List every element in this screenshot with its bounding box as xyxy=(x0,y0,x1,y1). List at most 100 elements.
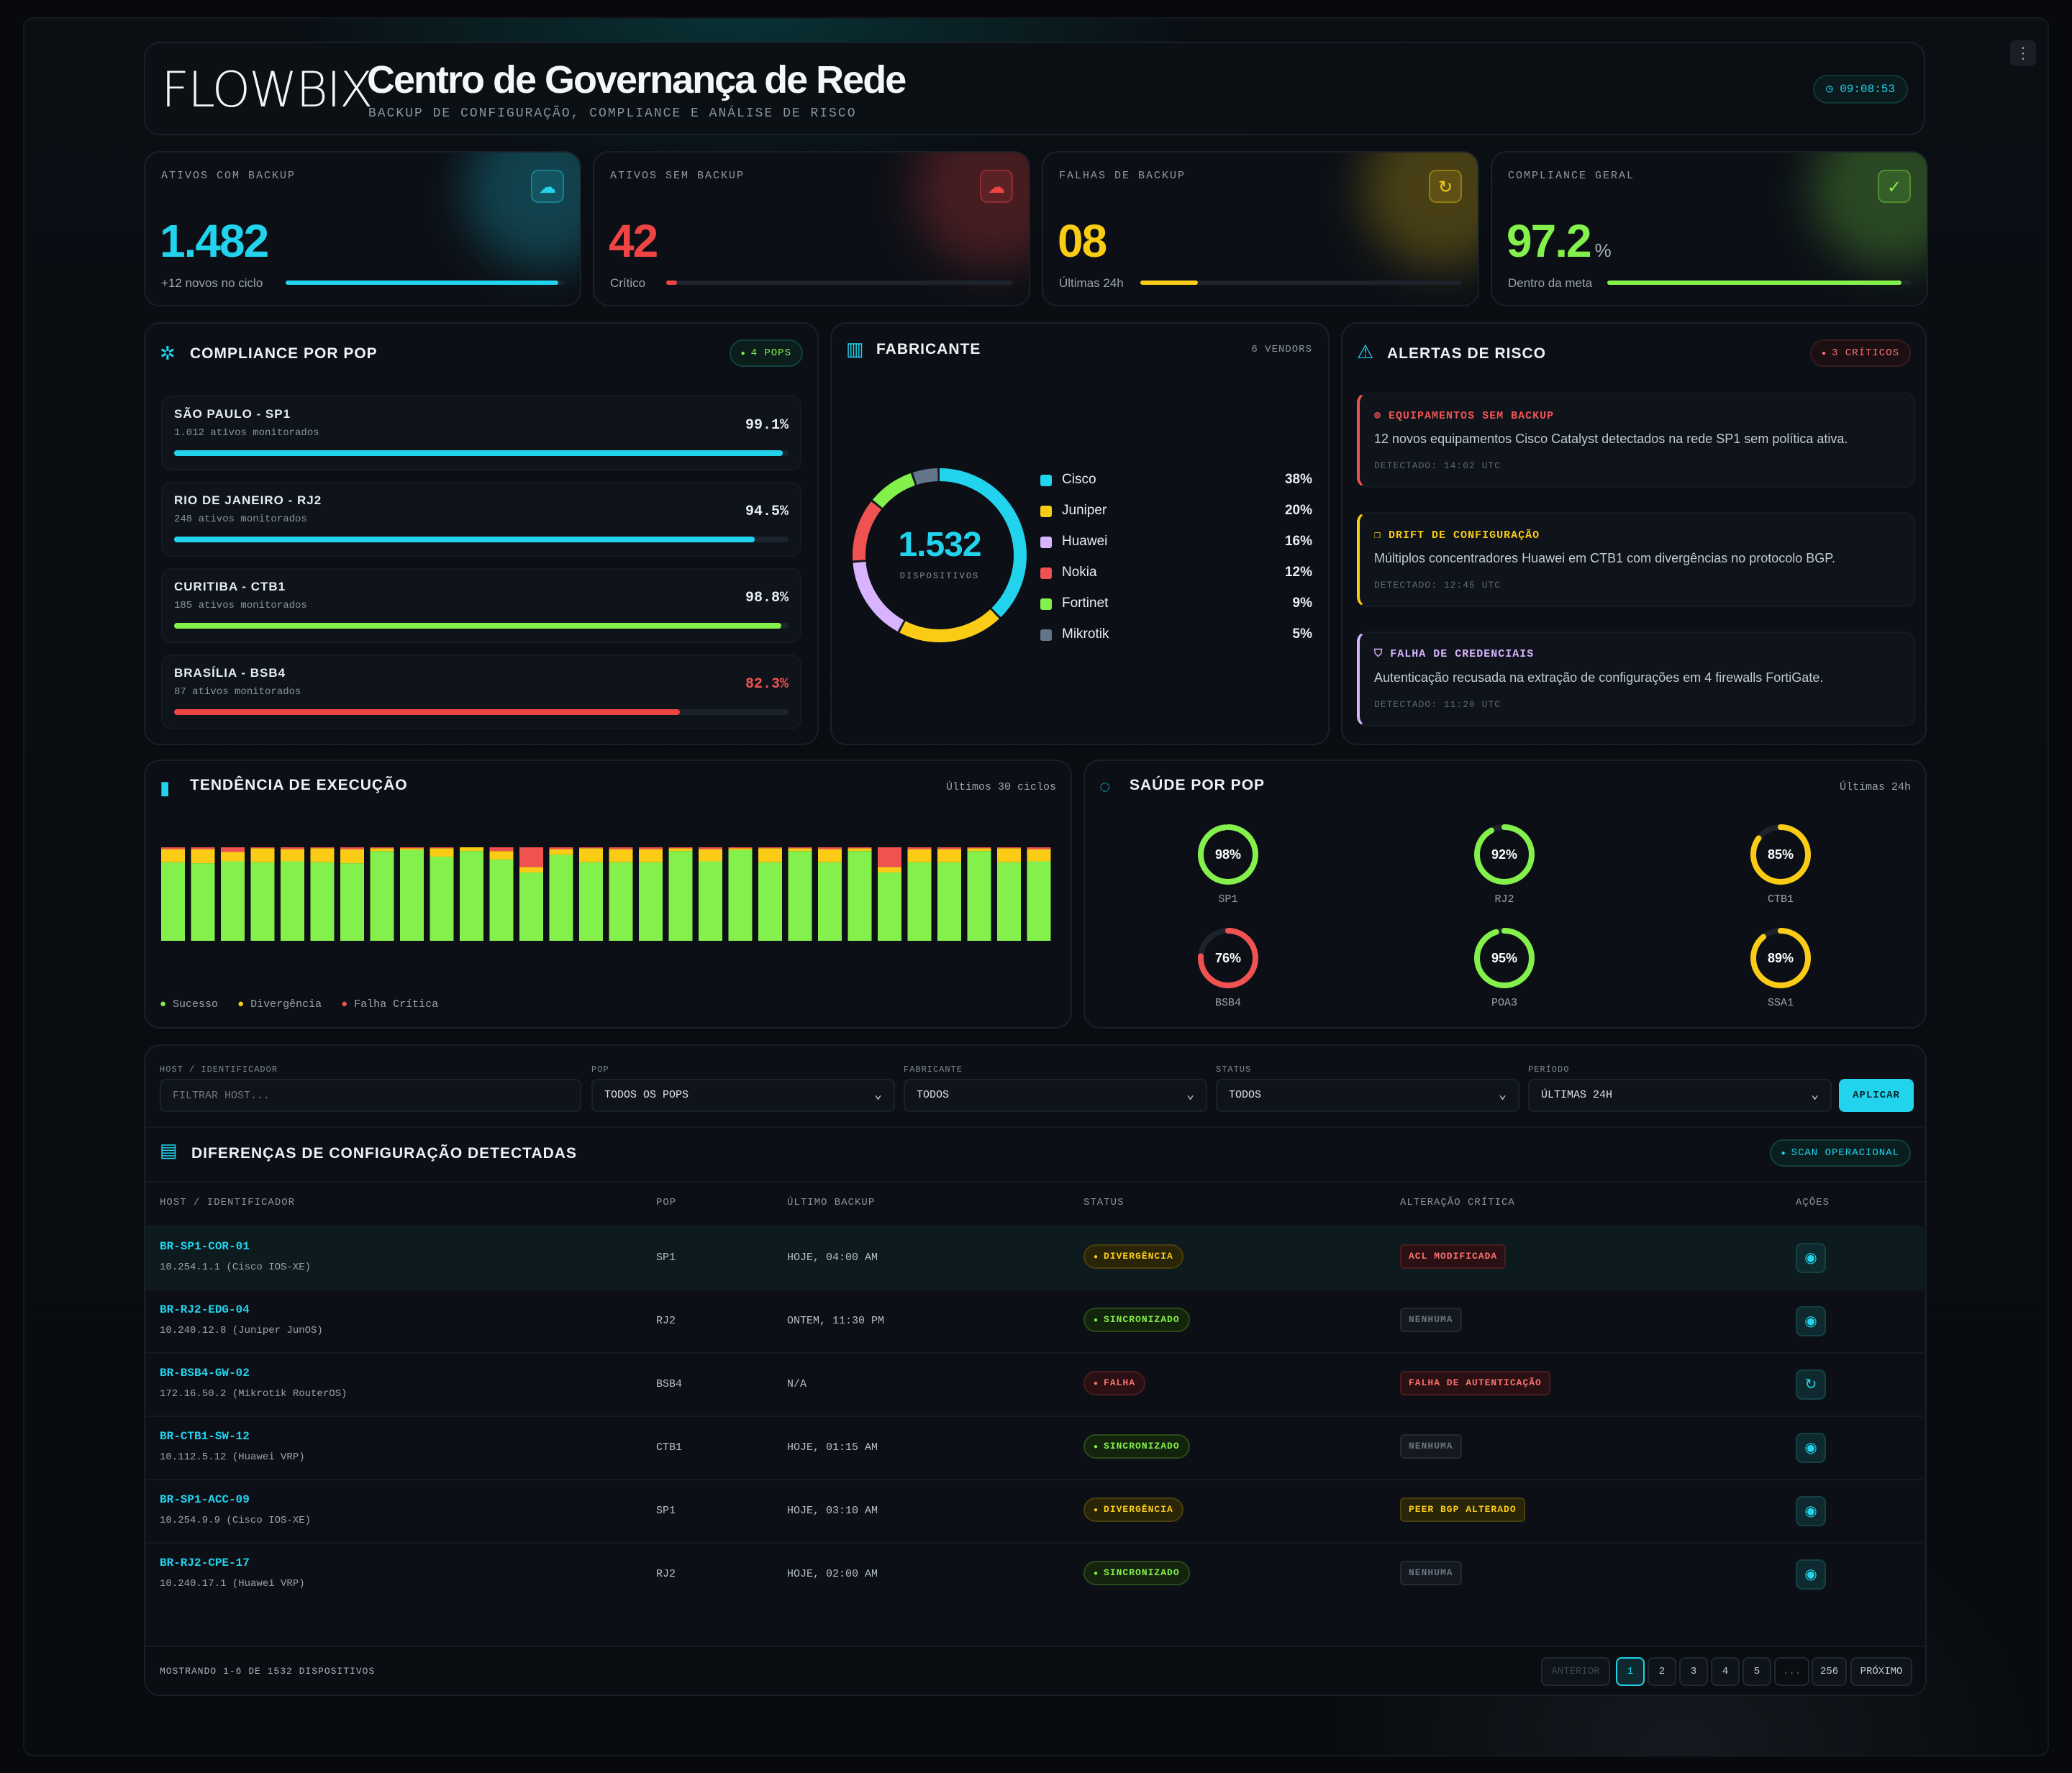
trend-bar-success[interactable] xyxy=(609,862,633,941)
trend-bar-success[interactable] xyxy=(818,862,842,941)
trend-bar-divergence[interactable] xyxy=(519,867,543,873)
trend-bar-divergence[interactable] xyxy=(668,848,693,852)
trend-bar-fail[interactable] xyxy=(489,847,514,852)
donut-slice-cisco[interactable] xyxy=(853,468,1027,642)
trend-bar-fail[interactable] xyxy=(848,847,872,849)
trend-bar-divergence[interactable] xyxy=(460,847,483,852)
eye-icon[interactable]: ◉ xyxy=(1796,1243,1826,1273)
trend-bar-divergence[interactable] xyxy=(191,849,215,864)
trend-bar-divergence[interactable] xyxy=(1027,849,1051,862)
table-row[interactable]: BR-SP1-ACC-09 10.254.9.9 (Cisco IOS-XE) SP… xyxy=(145,1479,1924,1542)
page-button[interactable]: 256 xyxy=(1812,1657,1848,1686)
trend-bar-divergence[interactable] xyxy=(818,849,842,862)
retry-icon[interactable]: ↻ xyxy=(1796,1369,1826,1400)
trend-bar-success[interactable] xyxy=(788,851,812,941)
vendor-filter-select[interactable]: TODOS ⌄ xyxy=(904,1079,1207,1112)
trend-bar-divergence[interactable] xyxy=(878,867,901,873)
trend-bar-fail[interactable] xyxy=(430,847,454,849)
host-name[interactable]: BR-SP1-ACC-09 xyxy=(160,1493,250,1506)
host-name[interactable]: BR-CTB1-SW-12 xyxy=(160,1430,250,1443)
trend-bar-fail[interactable] xyxy=(907,847,932,849)
status-filter-select[interactable]: TODOS ⌄ xyxy=(1216,1079,1519,1112)
donut-slice-nokia[interactable] xyxy=(853,468,1027,642)
trend-bar-divergence[interactable] xyxy=(340,849,364,864)
trend-bar-fail[interactable] xyxy=(250,847,275,849)
prev-page-button[interactable]: ANTERIOR xyxy=(1541,1657,1610,1686)
trend-bar-divergence[interactable] xyxy=(489,851,514,860)
trend-bar-success[interactable] xyxy=(161,862,185,941)
trend-bar-success[interactable] xyxy=(668,851,693,941)
trend-bar-divergence[interactable] xyxy=(997,848,1021,862)
health-gauge-ssa1[interactable]: 89% xyxy=(1748,925,1814,991)
trend-bar-fail[interactable] xyxy=(699,847,722,849)
trend-bar-success[interactable] xyxy=(340,863,364,941)
trend-bar-divergence[interactable] xyxy=(728,848,753,850)
alert-item[interactable]: ⛉ FALHA DE CREDENCIAIS Autenticação recus… xyxy=(1357,632,1915,726)
trend-bar-success[interactable] xyxy=(1027,861,1051,942)
trend-bar-success[interactable] xyxy=(281,861,304,942)
table-row[interactable]: BR-RJ2-CPE-17 10.240.17.1 (Huawei VRP) RJ2… xyxy=(145,1542,1924,1605)
trend-bar-fail[interactable] xyxy=(1027,847,1051,849)
trend-bar-success[interactable] xyxy=(370,851,394,941)
trend-bar-fail[interactable] xyxy=(310,847,335,849)
trend-bar-success[interactable] xyxy=(400,849,424,941)
trend-bar-divergence[interactable] xyxy=(579,848,603,862)
trend-bar-divergence[interactable] xyxy=(161,849,185,862)
trend-bar-fail[interactable] xyxy=(967,847,991,849)
trend-bar-fail[interactable] xyxy=(400,847,424,849)
period-filter-select[interactable]: ÚLTIMAS 24H ⌄ xyxy=(1528,1079,1832,1112)
trend-bar-success[interactable] xyxy=(221,861,245,942)
trend-bar-fail[interactable] xyxy=(161,847,185,849)
more-options-icon[interactable]: ⋮ xyxy=(2010,40,2036,66)
trend-bar-divergence[interactable] xyxy=(549,849,573,855)
trend-bar-divergence[interactable] xyxy=(639,849,663,862)
trend-bar-fail[interactable] xyxy=(370,847,394,849)
trend-bar-success[interactable] xyxy=(848,851,872,941)
host-filter-input[interactable] xyxy=(160,1079,581,1112)
pop-row[interactable]: CURITIBA - CTB1 185 ativos monitorados 98.… xyxy=(161,568,801,643)
trend-bar-fail[interactable] xyxy=(549,847,573,849)
trend-bar-divergence[interactable] xyxy=(281,849,304,862)
trend-bar-divergence[interactable] xyxy=(937,849,961,862)
trend-bar-divergence[interactable] xyxy=(848,848,872,852)
trend-bar-fail[interactable] xyxy=(221,847,245,852)
pop-row[interactable]: RIO DE JANEIRO - RJ2 248 ativos monitorad… xyxy=(161,482,801,557)
trend-bar-success[interactable] xyxy=(758,862,782,941)
trend-bar-divergence[interactable] xyxy=(400,848,424,850)
col-host[interactable]: HOST / IDENTIFICADOR xyxy=(160,1197,296,1208)
trend-bar-fail[interactable] xyxy=(191,847,215,849)
trend-bar-fail[interactable] xyxy=(788,847,812,849)
page-button[interactable]: 3 xyxy=(1679,1657,1708,1686)
table-row[interactable]: BR-SP1-COR-01 10.254.1.1 (Cisco IOS-XE) SP… xyxy=(145,1226,1924,1289)
page-button[interactable]: 2 xyxy=(1648,1657,1676,1686)
pop-filter-select[interactable]: TODOS OS POPS ⌄ xyxy=(591,1079,895,1112)
col-last-backup[interactable]: ÚLTIMO BACKUP xyxy=(787,1197,876,1208)
trend-bar-success[interactable] xyxy=(967,851,991,941)
page-button[interactable]: 4 xyxy=(1711,1657,1740,1686)
trend-bar-fail[interactable] xyxy=(818,847,842,849)
pop-row[interactable]: BRASÍLIA - BSB4 87 ativos monitorados 82.3… xyxy=(161,655,801,729)
health-gauge-sp1[interactable]: 98% xyxy=(1195,821,1261,888)
trend-bar-divergence[interactable] xyxy=(221,852,245,862)
trend-bar-success[interactable] xyxy=(191,863,215,941)
trend-bar-fail[interactable] xyxy=(728,847,753,849)
trend-bar-fail[interactable] xyxy=(937,847,961,849)
host-name[interactable]: BR-RJ2-CPE-17 xyxy=(160,1556,250,1569)
trend-bar-success[interactable] xyxy=(728,849,753,941)
trend-bar-divergence[interactable] xyxy=(250,848,275,862)
page-button[interactable]: 5 xyxy=(1742,1657,1771,1686)
trend-bar-fail[interactable] xyxy=(997,847,1021,849)
host-name[interactable]: BR-RJ2-EDG-04 xyxy=(160,1303,250,1316)
trend-bar-divergence[interactable] xyxy=(758,848,782,862)
donut-slice-juniper[interactable] xyxy=(853,468,1027,642)
trend-bar-fail[interactable] xyxy=(579,847,603,849)
col-critical-change[interactable]: ALTERAÇÃO CRÍTICA xyxy=(1400,1197,1515,1208)
trend-bar-success[interactable] xyxy=(310,862,335,941)
trend-bar-success[interactable] xyxy=(579,862,603,941)
trend-bar-divergence[interactable] xyxy=(788,848,812,852)
host-name[interactable]: BR-SP1-COR-01 xyxy=(160,1240,250,1253)
trend-bar-success[interactable] xyxy=(878,872,901,941)
trend-bar-success[interactable] xyxy=(460,851,483,941)
health-gauge-ctb1[interactable]: 85% xyxy=(1748,821,1814,888)
trend-bar-fail[interactable] xyxy=(668,847,693,849)
